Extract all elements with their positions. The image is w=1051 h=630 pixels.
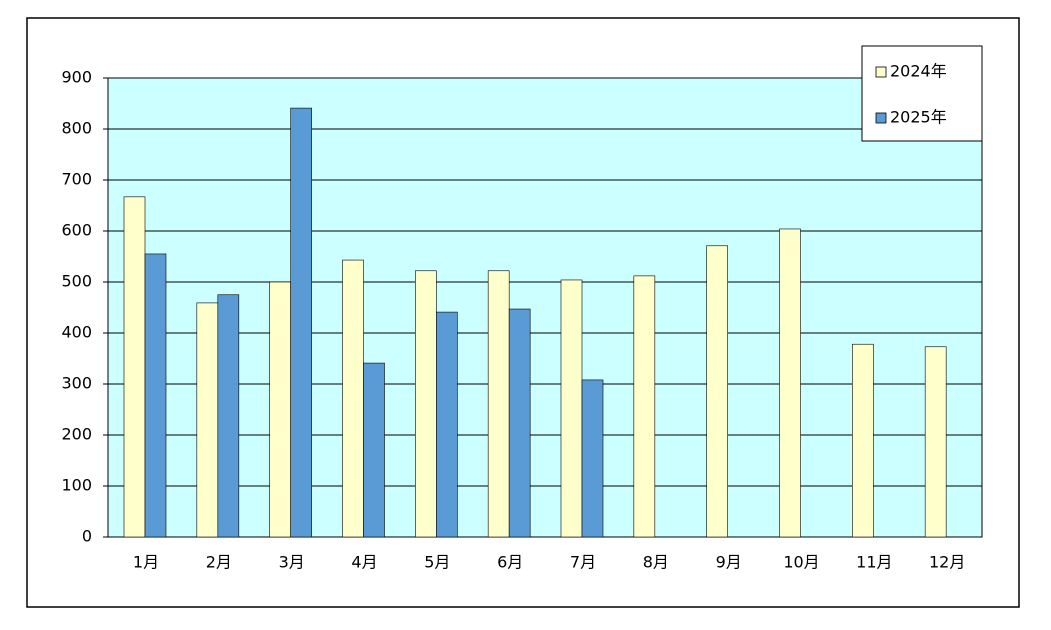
bar (779, 228, 801, 538)
x-tick-label: 6月 (497, 553, 523, 572)
legend-label: 2024年 (890, 62, 947, 81)
x-tick-label: 3月 (279, 553, 305, 572)
x-tick-label: 7月 (570, 553, 596, 572)
bar (436, 311, 458, 538)
legend-swatch (875, 112, 887, 124)
bar (924, 346, 947, 538)
plot-border (107, 77, 983, 538)
bar (706, 245, 728, 538)
bar (342, 259, 364, 538)
x-tick-label: 8月 (643, 553, 669, 572)
bar (508, 308, 531, 538)
bar (487, 270, 510, 538)
x-tick-label: 4月 (351, 553, 377, 572)
y-tick-label: 500 (61, 272, 92, 291)
y-tick-label: 0 (82, 527, 92, 546)
legend-box (861, 45, 983, 142)
x-tick-label: 5月 (424, 553, 450, 572)
y-tick-label: 100 (61, 476, 92, 495)
x-tick-label: 1月 (133, 553, 159, 572)
plot-area (108, 78, 982, 537)
y-tick-label: 800 (61, 119, 92, 138)
y-tick-label: 300 (61, 374, 92, 393)
y-tick-label: 700 (61, 170, 92, 189)
bar (217, 294, 240, 538)
bar (363, 362, 385, 538)
x-tick-label: 12月 (929, 553, 965, 572)
y-tick-label: 900 (61, 68, 92, 87)
x-tick-label: 2月 (206, 553, 232, 572)
legend-label: 2025年 (890, 108, 947, 127)
x-tick-label: 9月 (716, 553, 742, 572)
bar (123, 196, 146, 538)
x-tick-label: 11月 (856, 553, 892, 572)
bar (633, 275, 656, 538)
bar (144, 253, 167, 538)
y-tick-label: 600 (61, 221, 92, 240)
bar (290, 107, 312, 538)
legend-swatch (875, 66, 887, 78)
bar (269, 281, 291, 538)
bar (560, 279, 583, 538)
y-tick-label: 400 (61, 323, 92, 342)
bar (581, 379, 604, 538)
y-tick-label: 200 (61, 425, 92, 444)
bar (852, 343, 874, 538)
x-tick-label: 10月 (783, 553, 819, 572)
bar (196, 302, 219, 538)
bar (415, 270, 437, 538)
